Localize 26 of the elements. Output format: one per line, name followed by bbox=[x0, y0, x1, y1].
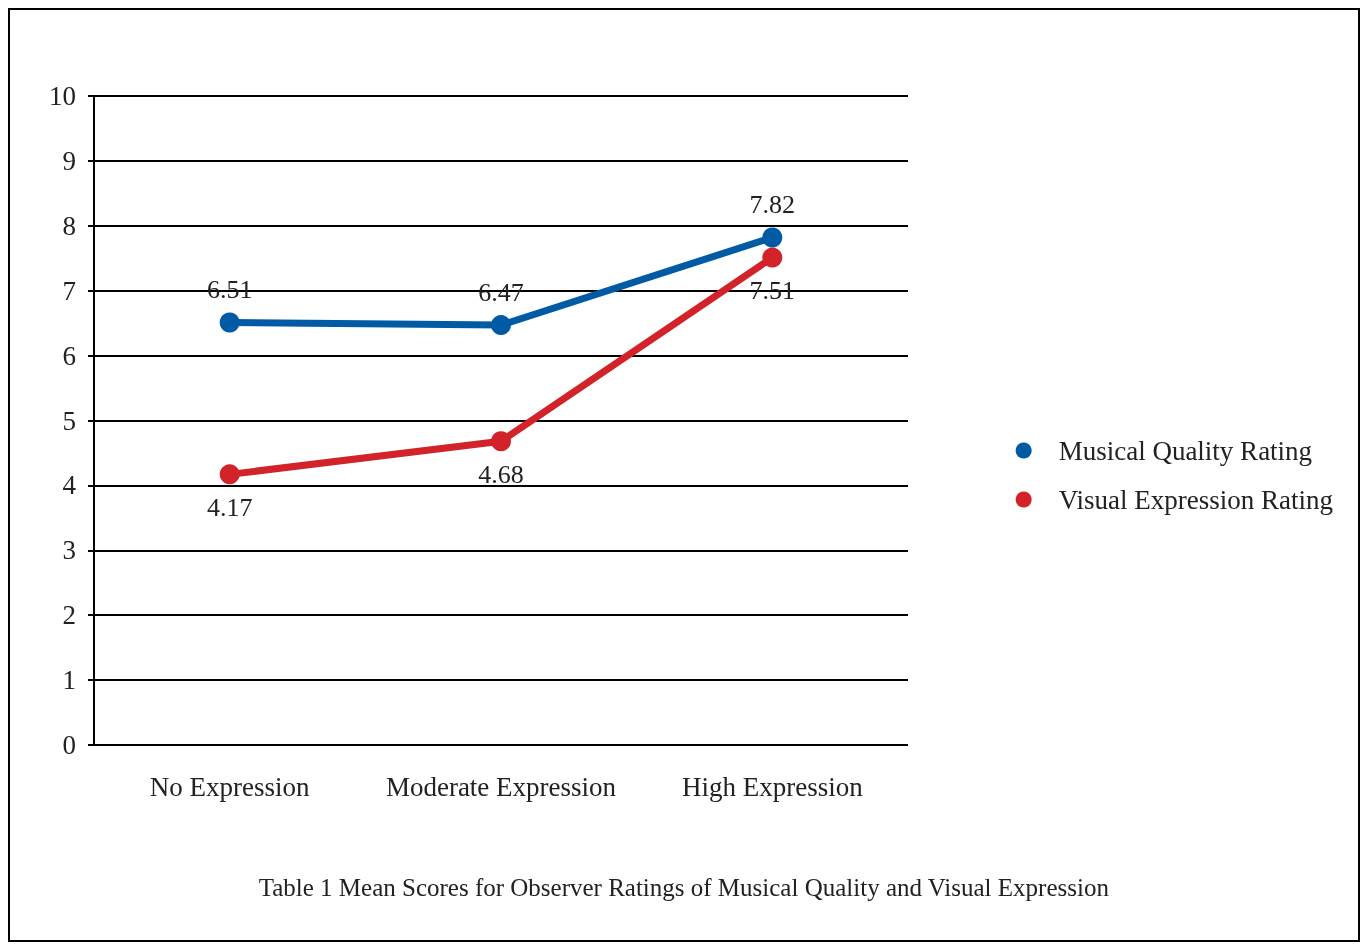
point bbox=[491, 431, 511, 452]
x-tick-label: Moderate Expression bbox=[385, 771, 617, 802]
legend-label: Musical Quality Rating bbox=[1058, 435, 1313, 466]
y-tick-label: 9 bbox=[62, 145, 76, 176]
y-tick-label: 4 bbox=[62, 470, 77, 501]
point bbox=[762, 227, 783, 248]
caption: Table 1 Mean Scores for Observer Ratings of Musical Quality and Visual Expression bbox=[258, 874, 1110, 901]
point bbox=[219, 464, 240, 485]
point bbox=[219, 312, 240, 333]
y-tick-label: 8 bbox=[62, 210, 76, 241]
legend-label: Visual Expression Rating bbox=[1058, 484, 1334, 515]
point bbox=[491, 315, 511, 336]
y-tick-label: 2 bbox=[62, 600, 76, 631]
y-tick-label: 6 bbox=[62, 340, 76, 371]
x-tick-label: High Expression bbox=[681, 771, 864, 802]
y-tick-label: 0 bbox=[62, 730, 76, 760]
y-tick-label: 1 bbox=[62, 665, 76, 696]
y-tick-label: 7 bbox=[62, 275, 76, 306]
x-tick-label: No Expression bbox=[149, 771, 311, 802]
y-tick-label: 3 bbox=[62, 535, 76, 566]
data-label: 4.17 bbox=[206, 492, 253, 522]
data-label: 4.68 bbox=[478, 459, 524, 489]
point bbox=[762, 247, 783, 268]
y-tick-label: 10 bbox=[49, 81, 76, 111]
y-tick-label: 5 bbox=[62, 405, 76, 436]
data-label: 7.82 bbox=[749, 189, 796, 219]
